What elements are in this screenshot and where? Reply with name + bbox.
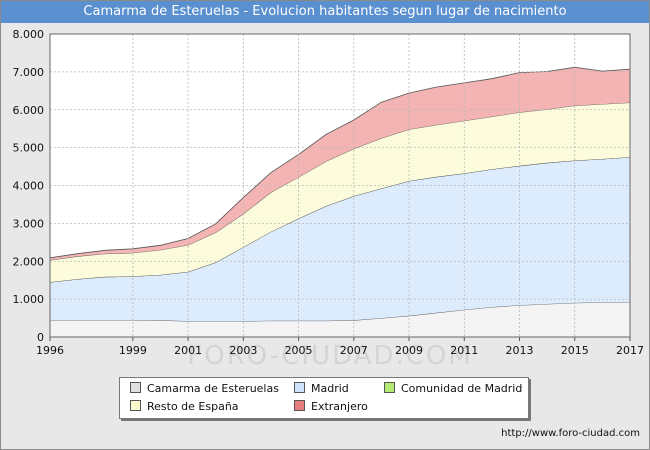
y-tick-label: 8.000: [13, 28, 45, 41]
legend-swatch-madrid: [294, 382, 305, 393]
legend-item-camarma: Camarma de Esteruelas: [130, 382, 279, 396]
legend-item-comunidad: Comunidad de Madrid: [384, 382, 522, 396]
legend-swatch-extranjero: [294, 400, 305, 411]
plot-border: [49, 33, 631, 338]
legend-swatch-camarma: [130, 382, 141, 393]
y-tick-label: 7.000: [13, 66, 45, 79]
y-tick-label: 2.000: [13, 255, 45, 268]
x-tick-label: 2007: [340, 344, 368, 357]
x-tick-label: 1996: [36, 344, 64, 357]
legend-label-comunidad: Comunidad de Madrid: [401, 382, 523, 395]
x-tick-label: 2009: [395, 344, 423, 357]
y-tick-label: 1.000: [13, 293, 45, 306]
legend-label-resto: Resto de España: [147, 400, 239, 413]
legend-label-extranjero: Extranjero: [311, 400, 368, 413]
y-tick-label: 4.000: [13, 180, 45, 193]
legend-label-camarma: Camarma de Esteruelas: [147, 382, 279, 395]
x-tick-label: 2003: [229, 344, 257, 357]
source-url: http://www.foro-ciudad.com: [501, 428, 640, 439]
legend-swatch-comunidad: [384, 382, 395, 393]
x-tick-label: 2005: [285, 344, 313, 357]
x-tick-label: 2001: [174, 344, 202, 357]
legend-item-resto: Resto de España: [130, 400, 239, 414]
y-tick-label: 3.000: [13, 217, 45, 230]
y-tick-label: 6.000: [13, 104, 45, 117]
x-tick-label: 2015: [561, 344, 589, 357]
legend-label-madrid: Madrid: [311, 382, 349, 395]
area-extranjero: [50, 67, 630, 261]
x-tick-label: 1999: [119, 344, 147, 357]
x-tick-label: 2017: [616, 344, 644, 357]
area-madrid: [50, 157, 630, 322]
legend-item-extranjero: Extranjero: [294, 400, 368, 414]
legend-item-madrid: Madrid: [294, 382, 349, 396]
y-tick-label: 0: [37, 331, 44, 344]
legend: Camarma de Esteruelas Madrid Comunidad d…: [119, 377, 529, 419]
area-resto-de-espa-a: [50, 102, 630, 283]
y-tick-label: 5.000: [13, 142, 45, 155]
chart-title: Camarma de Esteruelas - Evolucion habita…: [1, 1, 649, 23]
line-extranjero: [49, 66, 631, 259]
legend-swatch-resto: [130, 400, 141, 411]
watermark: FORO-CIUDAD.COM: [187, 341, 473, 371]
x-tick-label: 2013: [506, 344, 534, 357]
x-tick-label: 2011: [450, 344, 478, 357]
area-camarma-de-esteruelas: [50, 302, 630, 337]
